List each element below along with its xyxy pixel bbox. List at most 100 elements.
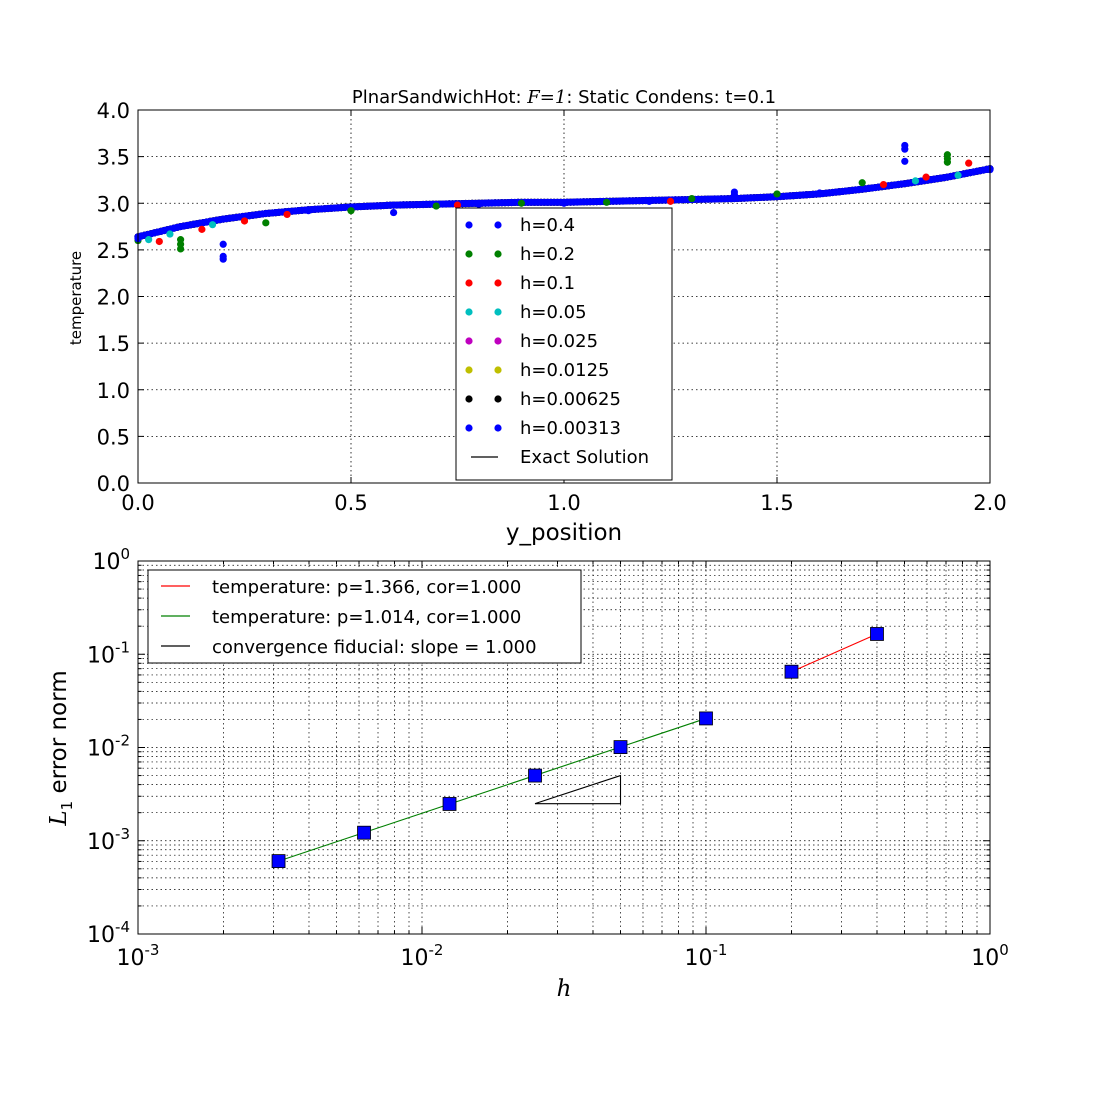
top-legend-label: h=0.00313 xyxy=(520,418,621,439)
top-y-tick-label: 3.5 xyxy=(97,146,130,170)
top-scatter-point xyxy=(517,199,526,207)
bottom-legend-label: temperature: p=1.014, cor=1.000 xyxy=(212,607,521,628)
top-scatter-point xyxy=(283,210,291,219)
top-scatter-point xyxy=(198,225,206,233)
bottom-x-tick-label: 100 xyxy=(971,941,1009,971)
top-scatter-point xyxy=(773,190,781,198)
top-scatter-point xyxy=(347,207,355,215)
top-y-tick-label: 1.0 xyxy=(97,379,130,403)
top-y-tick-label: 4.0 xyxy=(97,99,130,123)
top-scatter-point xyxy=(432,202,440,210)
top-scatter-point xyxy=(901,141,909,150)
top-y-tick-label: 2.0 xyxy=(97,286,130,310)
top-scatter-point xyxy=(240,217,249,225)
bottom-y-tick-label: 10-4 xyxy=(87,918,130,948)
bottom-error-markers xyxy=(271,627,884,869)
legend-swatch-dot xyxy=(465,308,473,316)
bottom-grid xyxy=(137,561,990,935)
top-legend-label: h=0.00625 xyxy=(520,389,621,410)
top-scatter-point xyxy=(603,198,611,206)
top-y-axis-label: temperature xyxy=(67,251,85,345)
top-scatter-point xyxy=(666,197,675,205)
legend-swatch-dot xyxy=(494,221,502,229)
bottom-legend-label: temperature: p=1.366, cor=1.000 xyxy=(212,577,521,598)
bottom-legend-box xyxy=(147,569,582,664)
bottom-legend-label: convergence fiducial: slope = 1.000 xyxy=(212,637,537,658)
legend-swatch-dot xyxy=(494,395,502,403)
legend-swatch-dot xyxy=(465,221,473,229)
error-marker xyxy=(442,797,457,811)
top-scatter-point xyxy=(965,159,973,167)
bottom-y-tick-label: 10-1 xyxy=(87,638,130,668)
error-marker xyxy=(699,711,713,726)
top-scatter-point xyxy=(177,236,185,244)
legend-swatch-dot xyxy=(465,424,473,432)
legend-swatch-dot xyxy=(465,395,473,403)
top-scatter-point xyxy=(453,201,462,209)
top-scatter-point xyxy=(688,194,696,203)
top-title-suffix: : Static Condens: t=0.1 xyxy=(566,87,776,108)
top-x-tick-label: 1.0 xyxy=(547,491,580,515)
top-legend: h=0.4 h=0.2 h=0.1 h=0.05 h=0.025 h=0.0125 h=0.… xyxy=(455,207,673,481)
fit-line xyxy=(791,633,878,673)
top-legend-label: h=0.05 xyxy=(520,302,587,323)
top-x-tick-label: 0.5 xyxy=(334,491,367,515)
bottom-y-axis-label: L1 error norm xyxy=(46,670,76,826)
error-marker xyxy=(613,740,628,754)
top-title-prefix: PlnarSandwichHot: xyxy=(352,87,527,108)
bottom-x-tick-label: 10-2 xyxy=(401,941,444,971)
bottom-legend: temperature: p=1.366, cor=1.000 temperatu… xyxy=(147,569,582,664)
legend-swatch-dot xyxy=(494,250,502,258)
top-scatter-point xyxy=(390,208,398,217)
top-y-tick-label: 2.5 xyxy=(97,239,130,263)
legend-swatch-dot xyxy=(494,308,502,316)
top-scatter-point xyxy=(858,179,866,187)
top-legend-label: h=0.0125 xyxy=(520,360,609,381)
bottom-x-tick-label: 10-3 xyxy=(117,941,160,971)
error-marker xyxy=(784,664,799,679)
top-scatter-point xyxy=(166,230,174,238)
top-scatter-point xyxy=(262,219,270,227)
top-scatter-point xyxy=(816,189,824,197)
top-legend-label: h=0.4 xyxy=(520,215,575,236)
convergence-fiducial-triangle xyxy=(534,774,622,805)
top-legend-label: h=0.2 xyxy=(520,244,575,265)
top-x-tick-label: 1.5 xyxy=(760,491,793,515)
top-legend-label: Exact Solution xyxy=(520,447,649,468)
top-y-tick-label: 1.5 xyxy=(97,332,130,356)
bottom-y-tick-label: 10-2 xyxy=(87,732,130,762)
legend-swatch-dot xyxy=(494,279,502,287)
temperature-profile-plot: PlnarSandwichHot: F=1: Static Condens: t… xyxy=(67,87,1007,546)
bottom-x-tick-label: 10-1 xyxy=(685,941,728,971)
bottom-x-axis-label: h xyxy=(557,976,572,1002)
y-label-subscript: 1 xyxy=(58,801,76,811)
top-scatter-point xyxy=(208,221,217,229)
top-scatter-point xyxy=(901,157,909,165)
top-scatter-point xyxy=(645,197,653,205)
top-scatter-point xyxy=(879,181,888,189)
legend-swatch-dot xyxy=(465,250,473,258)
top-axis-ticks: 0.0 0.5 1.0 1.5 2.0 0.0 0.5 1.0 1.5 2.0 2.5 3.0 3.5 4… xyxy=(97,99,1007,515)
top-legend-box xyxy=(455,207,673,481)
fit-line xyxy=(278,717,707,862)
bottom-y-tick-label: 100 xyxy=(92,545,130,575)
top-scatter-point xyxy=(730,188,739,196)
error-marker xyxy=(870,627,884,641)
error-marker xyxy=(528,768,542,783)
top-y-tick-label: 0.0 xyxy=(97,472,130,496)
top-scatter-point xyxy=(911,177,920,185)
error-marker xyxy=(357,825,371,840)
y-label-math: L xyxy=(46,810,72,826)
top-y-tick-label: 3.0 xyxy=(97,192,130,216)
top-scatter-point xyxy=(219,255,227,263)
top-scatter-point xyxy=(954,171,962,179)
top-scatter-points xyxy=(134,141,994,263)
legend-swatch-dot xyxy=(465,366,473,374)
top-scatter-point xyxy=(145,236,153,244)
legend-swatch-dot xyxy=(465,279,473,287)
top-x-tick-label: 2.0 xyxy=(973,491,1006,515)
top-legend-label: h=0.1 xyxy=(520,273,575,294)
legend-swatch-dot xyxy=(494,424,502,432)
